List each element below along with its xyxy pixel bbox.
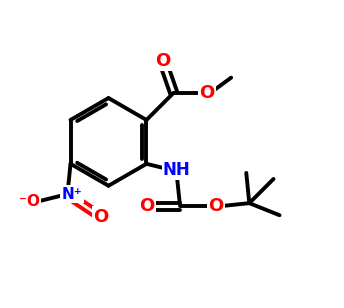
Text: NH: NH (163, 161, 191, 179)
Text: O: O (139, 197, 154, 215)
Text: ⁻O: ⁻O (19, 194, 40, 209)
Text: O: O (208, 197, 224, 215)
Text: O: O (155, 52, 171, 70)
Text: O: O (199, 84, 215, 102)
Text: O: O (93, 208, 108, 226)
Text: N⁺: N⁺ (62, 187, 83, 201)
